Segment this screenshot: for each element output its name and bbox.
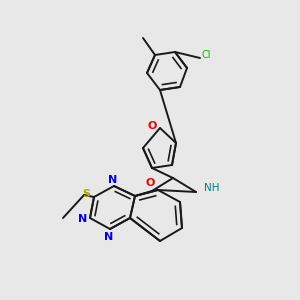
Text: O: O — [147, 121, 157, 131]
Text: O: O — [145, 178, 155, 188]
Text: N: N — [78, 214, 88, 224]
Text: S: S — [82, 189, 90, 199]
Text: NH: NH — [204, 183, 220, 193]
Text: N: N — [104, 232, 114, 242]
Text: N: N — [108, 175, 118, 185]
Text: Cl: Cl — [202, 50, 211, 60]
